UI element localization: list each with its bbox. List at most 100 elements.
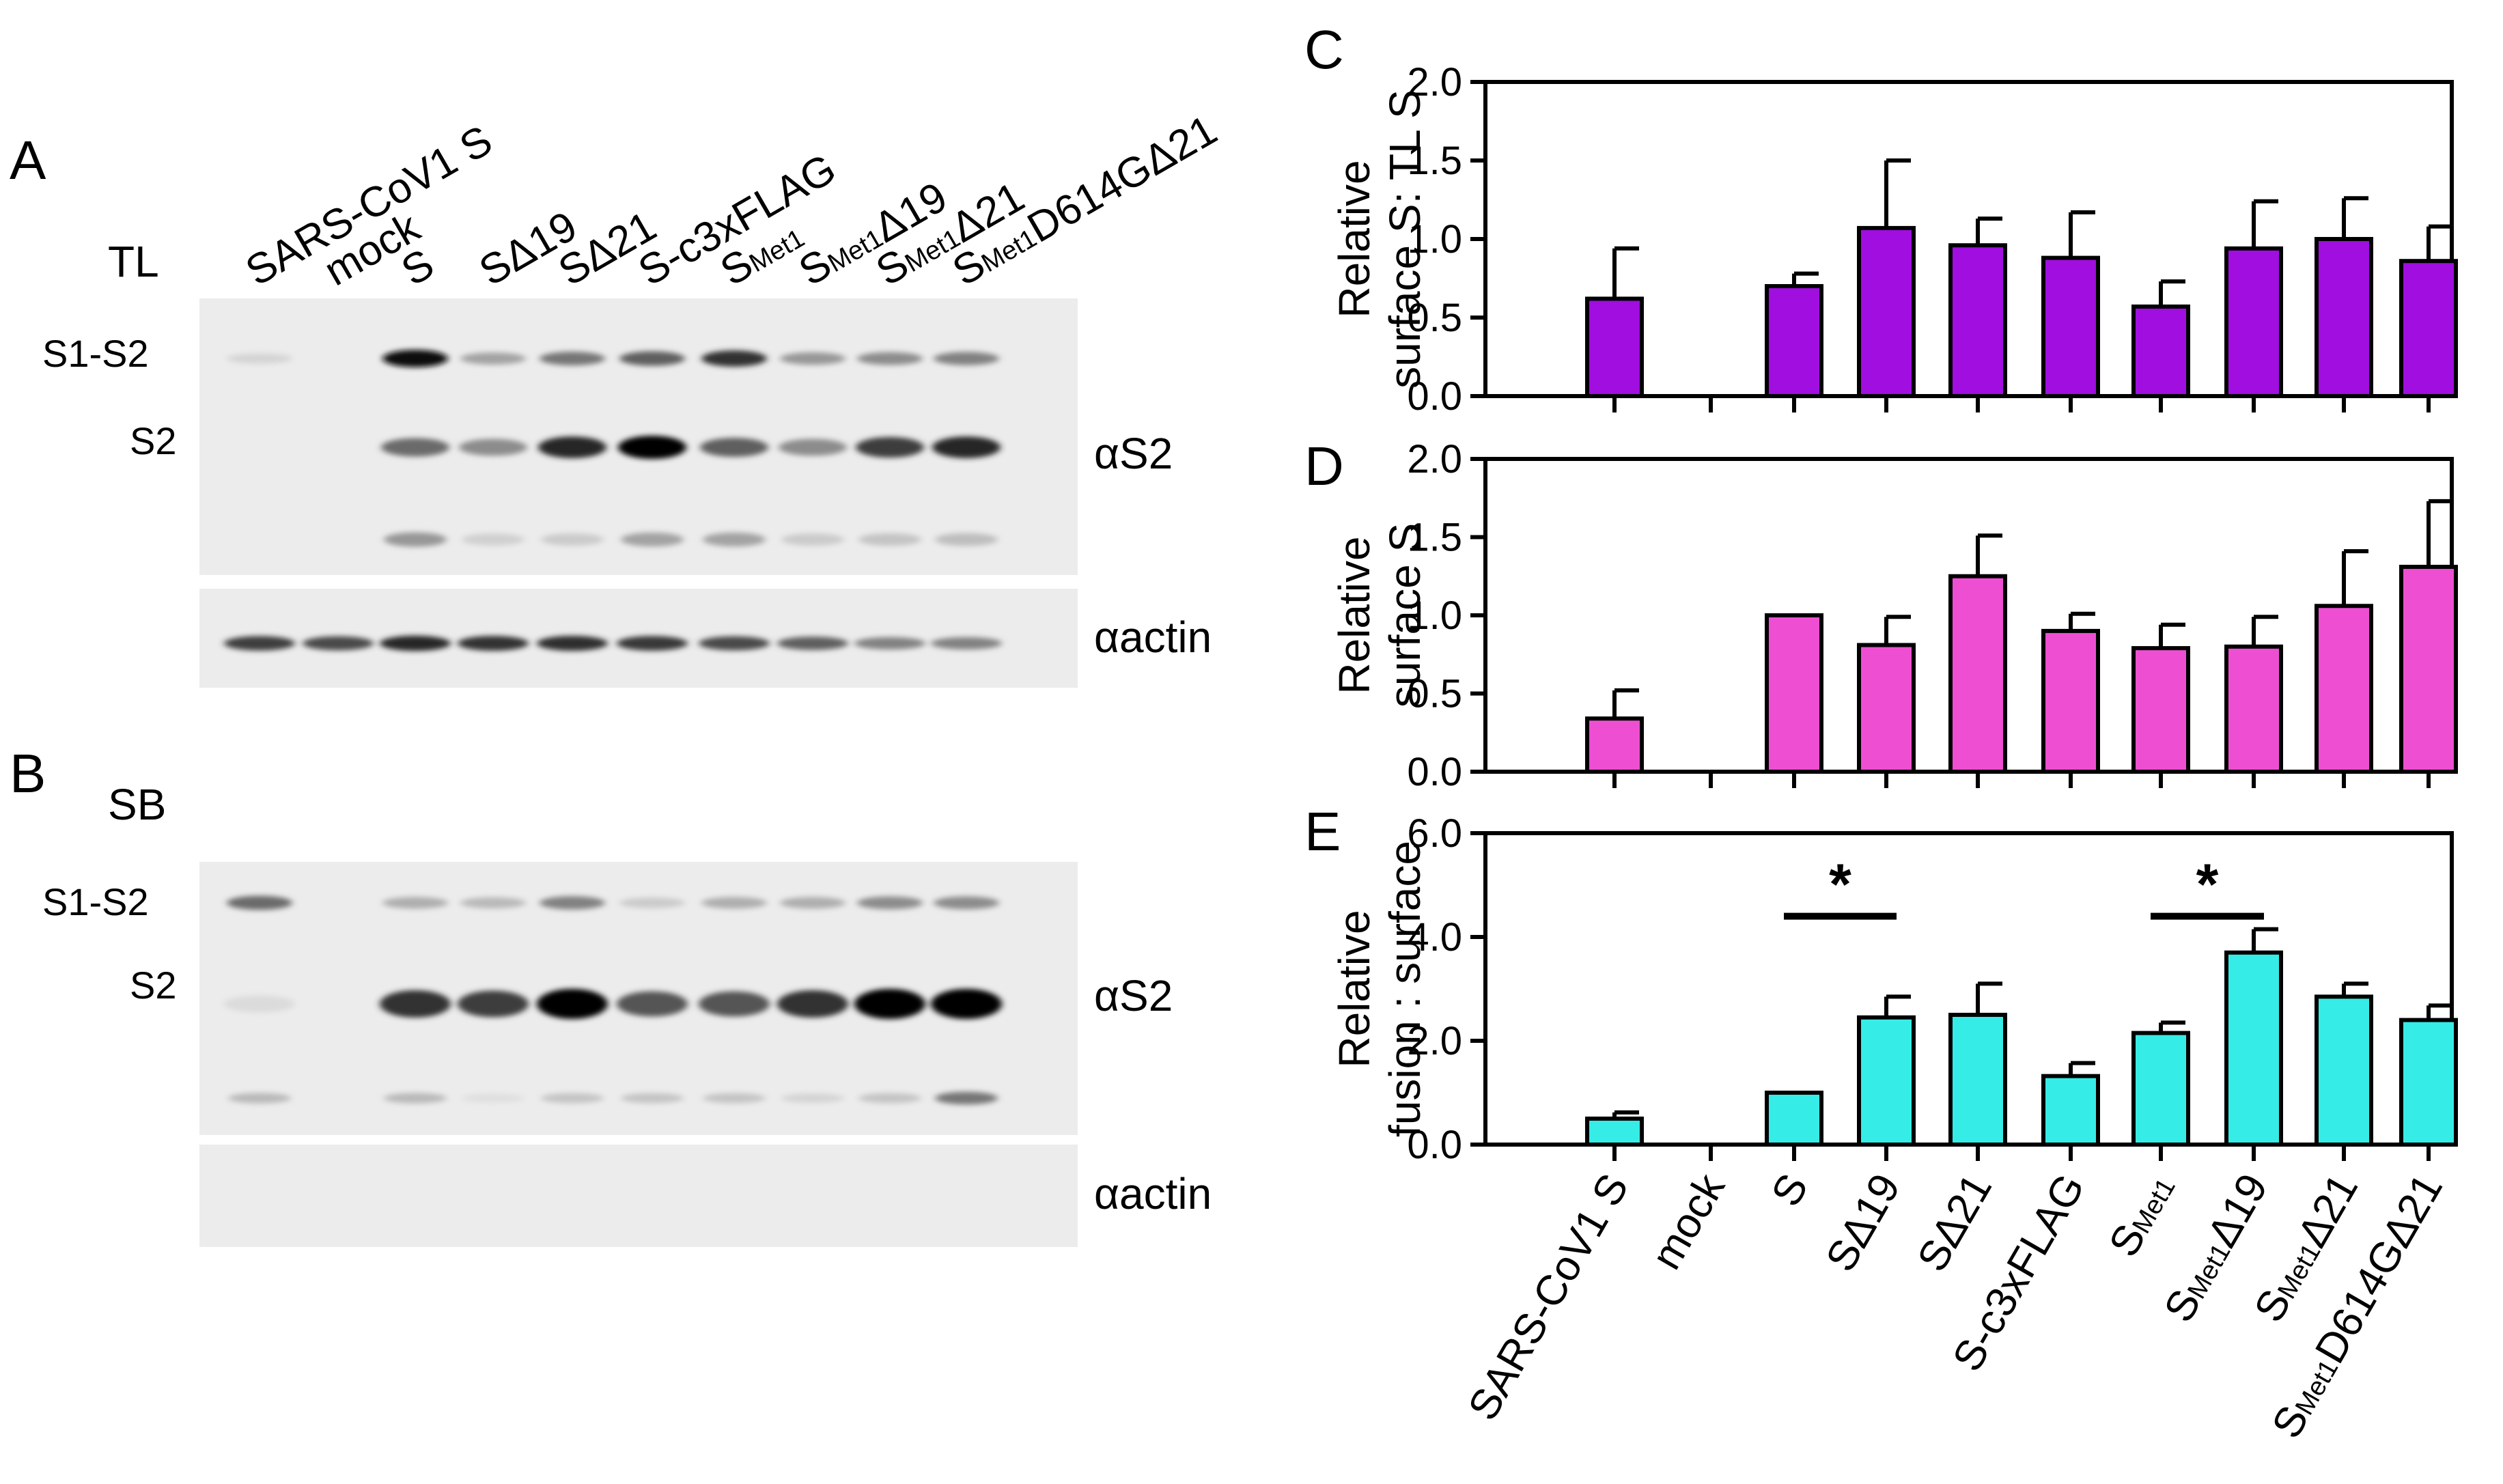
tl-actin-band-lane-8: [777, 636, 848, 650]
chart-d: 0.0 0.5 1.0 1.5 2.0 Relative surface S: [1330, 437, 2458, 794]
y-axis-label-d-line-2: surface S: [1380, 523, 1429, 708]
sb-antibody-actin: αactin: [1094, 1169, 1212, 1218]
bar-e-sars-cov1-s: [1585, 1117, 1644, 1147]
tl-s1s2-band-lane-4: [460, 352, 526, 365]
sb-lower-band-lane-7: [703, 1093, 766, 1104]
tl-s1s2-band-lane-10: [934, 352, 999, 365]
bar-c-smet1-19: [2224, 246, 2283, 398]
tl-s1s2-band-lane-5: [540, 351, 605, 366]
significance-star-2: *: [2196, 852, 2219, 916]
sb-s1s2-band-lane-10: [934, 896, 999, 910]
chart-c: 0.0 0.5 1.0 1.5 2.0 Relative surface S: TL S: [1330, 60, 2458, 419]
bar-d-s: [1765, 613, 1823, 774]
y-axis-label-e-line-2: fusion : surface: [1380, 841, 1429, 1137]
bar-e-s: [1765, 1091, 1823, 1147]
sb-s1s2-band-lane-1: [227, 895, 292, 910]
x-category-label-main: SARS-CoV1 S: [1459, 1166, 1638, 1429]
bar-d-smet1-19: [2224, 644, 2283, 774]
bar-c-smet1-21: [2315, 237, 2373, 398]
y-axis-label-d-line-1: Relative: [1330, 536, 1379, 694]
y-tick-label-d-2: 1.0: [1407, 593, 1462, 638]
y-tick-label-c-1: 0.5: [1407, 296, 1462, 340]
bar-c-sars-cov1-s: [1585, 296, 1644, 398]
sb-s2-band-lane-6: [617, 991, 688, 1017]
tl-actin-blot: [199, 589, 1078, 688]
tl-lower-band-lane-3: [384, 532, 447, 547]
tl-s2-band-lane-3: [381, 438, 449, 457]
sb-label: SB: [108, 780, 166, 829]
tl-lower-band-lane-9: [858, 533, 921, 546]
lane-label-tail: D614GΔ21: [1020, 107, 1225, 252]
tl-lower-band-lane-8: [781, 533, 844, 546]
bar-e-s-21: [1948, 1013, 2007, 1147]
y-tick-label-d-3: 1.5: [1407, 516, 1462, 560]
x-category-label-4: SΔ21: [1909, 1166, 2002, 1280]
y-tick-label-e-2: 4.0: [1407, 915, 1462, 960]
tl-s2-blot: [199, 298, 1078, 575]
bar-e-s-19: [1857, 1015, 1916, 1147]
tl-s1s2-band-lane-9: [857, 352, 923, 365]
tl-lower-band-lane-5: [541, 533, 604, 546]
sb-s1s2-band-lane-7: [701, 897, 767, 909]
sb-s2-band-lane-5: [537, 989, 608, 1019]
tl-actin-band-lane-9: [854, 636, 925, 650]
tl-label: TL: [108, 237, 159, 286]
sb-s2-band-lane-8: [777, 990, 848, 1018]
bar-d-sars-cov1-s: [1585, 716, 1644, 774]
x-category-label-3: SΔ19: [1817, 1166, 1910, 1280]
x-category-label-1: mock: [1642, 1166, 1734, 1278]
tl-s1s2-band-lane-3: [382, 350, 448, 367]
y-tick-label-e-1: 2.0: [1407, 1019, 1462, 1063]
sb-lower-band-lane-9: [858, 1093, 921, 1104]
x-category-label-main: SΔ19: [1817, 1166, 1910, 1280]
sb-s2-band-lane-7: [699, 991, 770, 1017]
tl-s2-bands: [227, 350, 1001, 547]
bar-d-smet1-21: [2315, 604, 2373, 774]
sb-s2-band-lane-3: [380, 990, 451, 1018]
y-tick-label-d-4: 2.0: [1407, 437, 1462, 481]
bar-c-s-19: [1857, 225, 1916, 398]
y-tick-label-c-0: 0.0: [1407, 374, 1462, 419]
bar-e-smet1d614g-21: [2399, 1018, 2458, 1147]
y-tick-label-c-3: 1.5: [1407, 139, 1462, 183]
y-tick-label-d-1: 0.5: [1407, 672, 1462, 716]
sb-actin-blot-background: [199, 1145, 1078, 1247]
bar-e-smet1: [2131, 1031, 2190, 1147]
bar-c-smet1d614g-21: [2399, 259, 2458, 399]
sb-lower-band-lane-5: [541, 1093, 604, 1104]
sb-s1s2-band-lane-3: [382, 897, 448, 909]
tl-lower-band-lane-6: [621, 532, 684, 547]
bar-d-smet1: [2131, 646, 2190, 774]
sb-s2-band-lane-4: [458, 990, 529, 1018]
bar-e-smet1-21: [2315, 994, 2373, 1147]
tl-s2-band-lane-7: [700, 438, 768, 457]
tl-s2-band-lane-5: [538, 436, 606, 458]
bar-c-s-21: [1948, 243, 2007, 399]
y-tick-label-c-4: 2.0: [1407, 60, 1462, 104]
sb-actin-blot: [199, 1145, 1078, 1247]
tl-s1s2-band-lane-7: [701, 350, 767, 367]
tl-s2-band-lane-6: [618, 436, 686, 459]
bar-e-smet1-19: [2224, 950, 2283, 1147]
panel-letter-e: E: [1304, 801, 1341, 862]
sb-lower-band-lane-4: [462, 1093, 525, 1103]
sb-s2-label: S2: [130, 964, 177, 1007]
x-category-label-0: SARS-CoV1 S: [1459, 1166, 1638, 1429]
bar-c-smet1: [2131, 304, 2190, 398]
y-axis-label-e-line-1: Relative: [1330, 910, 1379, 1067]
y-axis-label-c-line-1: Relative: [1330, 160, 1379, 318]
sb-s2-blot: [199, 862, 1078, 1135]
bar-d-s-c3xflag: [2041, 628, 2100, 774]
tl-actin-band-lane-10: [931, 636, 1002, 650]
tl-lower-band-lane-4: [462, 533, 525, 546]
sb-lower-band-lane-3: [384, 1093, 447, 1104]
x-category-label-6: SMet1: [2100, 1166, 2184, 1265]
bar-d-s-19: [1857, 643, 1916, 774]
tl-actin-band-lane-2: [303, 636, 374, 651]
tl-s1s2-band-lane-8: [780, 352, 845, 365]
tl-antibody-s2: αS2: [1094, 429, 1173, 478]
tl-lower-band-lane-7: [703, 532, 766, 547]
